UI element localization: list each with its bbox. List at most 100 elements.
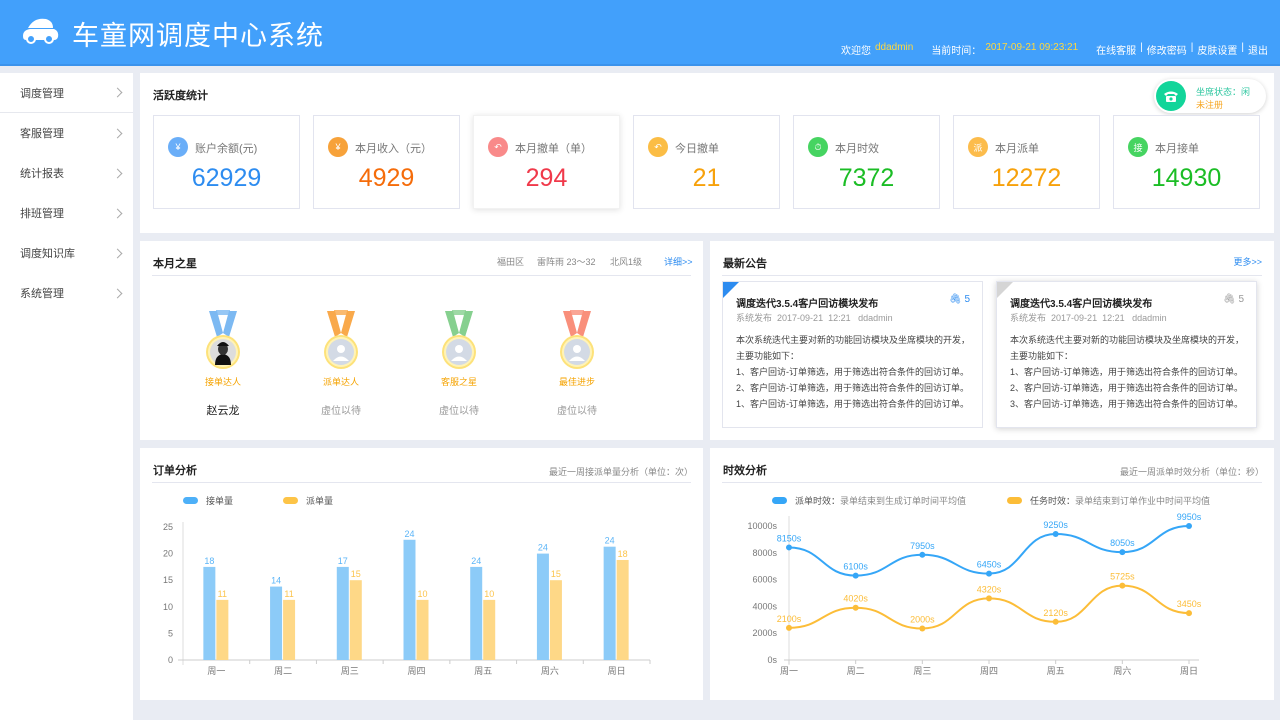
count: 5 <box>964 294 970 305</box>
sidebar-item-scheduling[interactable]: 排班管理 <box>0 193 133 233</box>
data-point <box>852 572 859 579</box>
legend-item[interactable]: 派单量 <box>283 494 333 507</box>
x-tick-label: 周四 <box>980 666 998 676</box>
seat-registration: 未注册 <box>1196 100 1224 110</box>
notices-panel: 最新公告 更多>> 调度迭代3.5.4客户回访模块发布 🖇 5 系统发布 2017-… <box>710 241 1274 440</box>
stat-card[interactable]: 接本月接单 14930 <box>1113 115 1260 209</box>
sidebar-item-label: 客服管理 <box>20 128 64 140</box>
notice-line: 本次系统迭代主要对新的功能回访模块及坐席模块的开发， <box>1010 335 1245 345</box>
source: 系统发布 <box>1010 313 1047 323</box>
sidebar-item-customer-service[interactable]: 客服管理 <box>0 113 133 153</box>
x-tick-label: 周四 <box>407 666 425 676</box>
data-point <box>919 551 926 558</box>
data-label: 8150s <box>777 533 802 543</box>
bar-chart: 0510152025周一1811周二1411周三1715周四2410周五2410… <box>163 522 651 676</box>
stat-value: 14930 <box>1151 164 1222 192</box>
notice-card[interactable]: 调度迭代3.5.4客户回访模块发布 🖇 5 系统发布 2017-09-21 12:2… <box>722 281 983 428</box>
x-tick-label: 周五 <box>474 666 492 676</box>
sidebar-item-reports[interactable]: 统计报表 <box>0 153 133 193</box>
stat-card[interactable]: ⏱ 本月时效 7372 <box>793 115 940 209</box>
time: 12:21 <box>828 313 851 323</box>
separator: | <box>1190 42 1194 53</box>
stat-card[interactable]: 派本月派单 12272 <box>953 115 1100 209</box>
star-award[interactable]: 接单达人 赵云龙 <box>183 309 263 418</box>
attachment-count[interactable]: 🖇 5 <box>1223 294 1244 305</box>
data-point <box>919 625 926 632</box>
panel-title: 订单分析 <box>153 465 197 477</box>
bar <box>470 566 483 660</box>
stat-value: 21 <box>692 164 721 192</box>
username: ddadmin <box>874 42 914 53</box>
seat-status-widget[interactable]: 坐席状态：闲 未注册 <box>1154 79 1266 113</box>
x-tick-label: 周三 <box>913 666 931 676</box>
notice-line: 主要功能如下： <box>1010 351 1074 361</box>
star-award[interactable]: 派单达人 虚位以待 <box>301 309 381 417</box>
current-time: 2017-09-21 09:23:21 <box>985 42 1079 53</box>
order-analysis-panel: 订单分析 最近一周接派单量分析（单位：次） 接单量 派单量 0 5 10 15 20 25… <box>140 448 703 700</box>
data-label: 2120s <box>1043 608 1068 618</box>
data-label: 9250s <box>1043 520 1068 530</box>
dispatch-icon: 派 <box>968 137 988 157</box>
notice-line: 本次系统迭代主要对新的功能回访模块及坐席模块的开发， <box>736 335 971 345</box>
logout-link[interactable]: 退出 <box>1248 46 1268 57</box>
stat-card[interactable]: ¥ 账户余额(元) 62929 <box>153 115 300 209</box>
award-person: 赵云龙 <box>206 405 240 417</box>
sidebar-item-knowledge-base[interactable]: 调度知识库 <box>0 233 133 273</box>
seat-status: 坐席状态：闲 <box>1196 87 1251 97</box>
legend-item[interactable]: 接单量 <box>183 494 233 507</box>
online-service-link[interactable]: 在线客服 <box>1096 46 1137 57</box>
y-tick-label: 6000s <box>752 575 777 585</box>
chevron-right-icon <box>112 128 123 138</box>
stat-card[interactable]: ↶ 今日撤单 21 <box>633 115 780 209</box>
notice-line: 1、客户回访-订单筛选，用于筛选出符合条件的回访订单。 <box>736 367 970 377</box>
y-tick-label: 0s <box>767 655 777 665</box>
stat-value: 12272 <box>991 164 1062 192</box>
details-link[interactable]: 详细>> <box>664 257 693 267</box>
skin-settings-link[interactable]: 皮肤设置 <box>1197 46 1238 57</box>
more-link[interactable]: 更多>> <box>1233 257 1262 267</box>
x-tick-label: 周五 <box>1047 666 1065 676</box>
data-point <box>1186 610 1192 617</box>
y-tick-label: 10000s <box>747 521 777 531</box>
legend-item[interactable]: 任务时效：录单结束到订单作业中时间平均值 <box>1007 494 1210 507</box>
medal-icon <box>206 310 240 369</box>
attachment-count[interactable]: 🖇 5 <box>949 294 970 305</box>
stat-card[interactable]: ↶ 本月撤单（单） 294 <box>473 115 620 209</box>
notice-card[interactable]: 调度迭代3.5.4客户回访模块发布 🖇 5 系统发布 2017-09-21 12:2… <box>996 281 1257 428</box>
paperclip-icon: 🖇 <box>948 294 962 305</box>
time: 12:21 <box>1102 313 1125 323</box>
sidebar-item-label: 调度知识库 <box>20 248 75 260</box>
undo-today-icon: ↶ <box>648 137 668 157</box>
app-title: 车童网调度中心系统 <box>72 21 324 51</box>
star-award[interactable]: 最佳进步 虚位以待 <box>537 309 617 417</box>
award-person: 虚位以待 <box>557 406 597 417</box>
data-label: 10 <box>417 589 427 599</box>
x-tick-label: 周二 <box>274 666 292 676</box>
date: 2017-09-21 <box>777 313 824 323</box>
top-header: 车童网调度中心系统 欢迎您 ddadmin 当前时间： 2017-09-21 0… <box>0 0 1280 66</box>
stat-label: 本月派单 <box>995 143 1039 155</box>
stat-card[interactable]: ¥ 本月收入（元） 4929 <box>313 115 460 209</box>
paperclip-icon: 🖇 <box>1222 294 1236 305</box>
sidebar-item-system[interactable]: 系统管理 <box>0 273 133 313</box>
separator: | <box>1140 42 1143 53</box>
chevron-right-icon <box>112 168 123 178</box>
accept-icon: 接 <box>1128 137 1148 157</box>
data-label: 3450s <box>1177 599 1202 609</box>
sidebar-item-label: 调度管理 <box>20 87 64 100</box>
panel-title: 最新公告 <box>723 258 767 270</box>
sidebar-item-dispatch[interactable]: 调度管理 <box>0 73 133 113</box>
timeliness-panel: 时效分析 最近一周派单时效分析（单位：秒） 派单时效：录单结束到生成订单时间平均… <box>710 448 1274 700</box>
legend-item[interactable]: 派单时效：录单结束到生成订单时间平均值 <box>772 494 966 507</box>
y-tick-label: 25 <box>163 522 173 532</box>
welcome-label: 欢迎您 <box>840 46 871 57</box>
change-password-link[interactable]: 修改密码 <box>1146 46 1187 57</box>
data-label: 24 <box>538 543 548 553</box>
corner-flag <box>723 282 739 298</box>
award-name: 派单达人 <box>322 377 359 387</box>
star-award[interactable]: 客服之星 虚位以待 <box>419 309 499 417</box>
stat-label: 本月时效 <box>835 143 879 155</box>
wind: 北风1级 <box>610 257 643 267</box>
sidebar-item-label: 统计报表 <box>20 168 64 180</box>
undo-icon: ↶ <box>488 137 508 157</box>
